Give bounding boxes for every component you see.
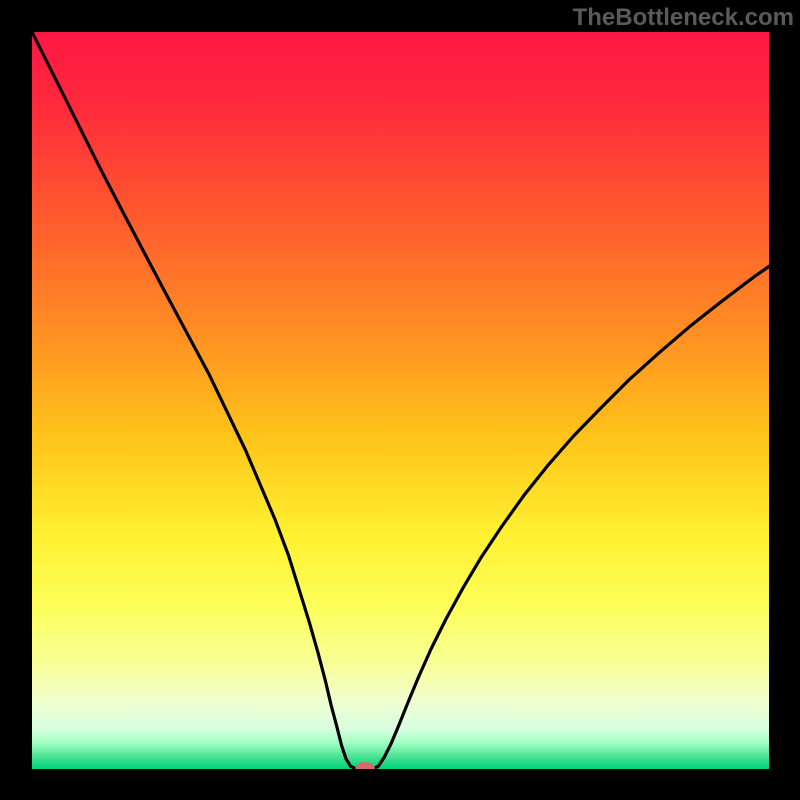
watermark-text: TheBottleneck.com	[573, 4, 794, 32]
curve-path	[32, 32, 769, 769]
optimal-marker	[355, 762, 375, 769]
chart-container: TheBottleneck.com	[0, 0, 800, 800]
plot-area	[32, 32, 769, 769]
bottleneck-curve	[32, 32, 769, 769]
